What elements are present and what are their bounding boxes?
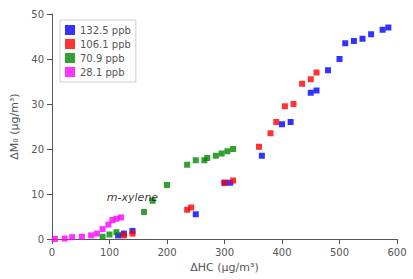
svg-text:50: 50	[31, 9, 44, 20]
svg-text:10: 10	[31, 189, 44, 200]
svg-text:ΔHC (μg/m³): ΔHC (μg/m³)	[190, 261, 258, 274]
svg-text:200: 200	[157, 247, 176, 258]
svg-text:20: 20	[31, 144, 44, 155]
svg-text:40: 40	[31, 54, 44, 65]
svg-text:100: 100	[100, 247, 119, 258]
svg-text:m-xylene: m-xylene	[107, 191, 158, 204]
svg-text:132.5 ppb: 132.5 ppb	[80, 25, 131, 36]
svg-text:106.1 ppb: 106.1 ppb	[80, 39, 131, 50]
svg-text:300: 300	[215, 247, 234, 258]
svg-text:28.1 ppb: 28.1 ppb	[80, 67, 125, 78]
svg-text:30: 30	[31, 99, 44, 110]
svg-text:70.9 ppb: 70.9 ppb	[80, 53, 125, 64]
svg-text:ΔM₀ (μg/m³): ΔM₀ (μg/m³)	[8, 93, 21, 159]
svg-text:0: 0	[49, 247, 55, 258]
svg-text:500: 500	[330, 247, 349, 258]
svg-text:0: 0	[38, 234, 44, 245]
svg-text:600: 600	[387, 247, 406, 258]
svg-text:400: 400	[272, 247, 291, 258]
